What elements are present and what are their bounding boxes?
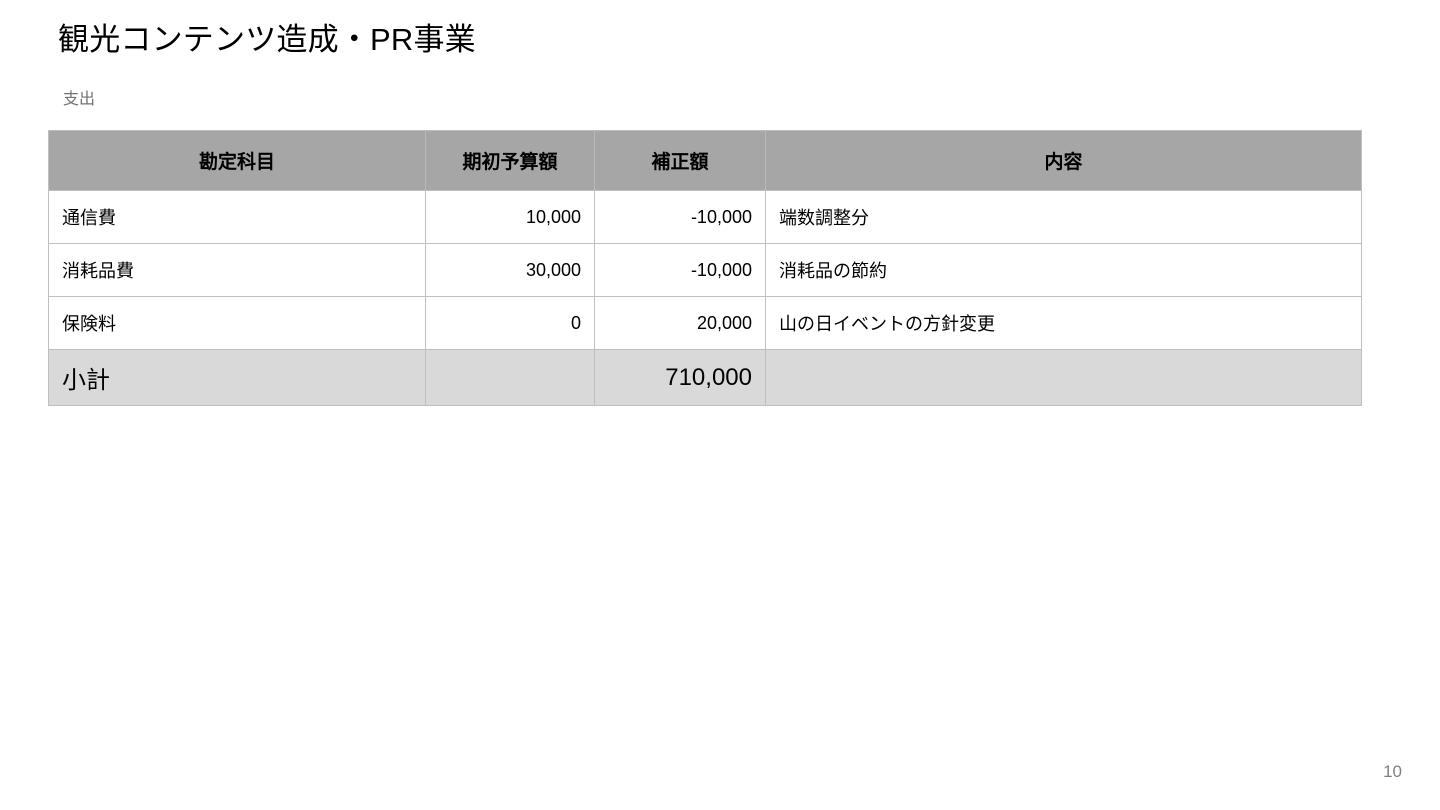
cell-content: 端数調整分 — [765, 190, 1362, 244]
page-title: 観光コンテンツ造成・PR事業 — [58, 22, 476, 57]
cell-initial-budget: 10,000 — [425, 190, 595, 244]
column-header-content: 内容 — [765, 130, 1362, 191]
table-subtotal-row: 小計 710,000 — [48, 349, 1362, 406]
table-row: 消耗品費 30,000 -10,000 消耗品の節約 — [48, 243, 1362, 297]
page-number: 10 — [1383, 762, 1402, 781]
cell-account: 通信費 — [48, 190, 426, 244]
table-row: 通信費 10,000 -10,000 端数調整分 — [48, 190, 1362, 244]
cell-subtotal-content — [765, 349, 1362, 406]
cell-subtotal-revision-amount: 710,000 — [594, 349, 766, 406]
column-header-initial-budget: 期初予算額 — [425, 130, 595, 191]
cell-revision-amount: -10,000 — [594, 243, 766, 297]
table-header: 勘定科目 期初予算額 補正額 内容 — [48, 130, 1362, 191]
cell-subtotal-label: 小計 — [48, 349, 426, 406]
cell-content: 山の日イベントの方針変更 — [765, 296, 1362, 350]
section-subtitle: 支出 — [63, 91, 96, 108]
cell-initial-budget: 30,000 — [425, 243, 595, 297]
table-row: 保険料 0 20,000 山の日イベントの方針変更 — [48, 296, 1362, 350]
budget-table-container: 勘定科目 期初予算額 補正額 内容 通信費 10,000 -10,000 端数調… — [48, 130, 1362, 406]
cell-content: 消耗品の節約 — [765, 243, 1362, 297]
cell-revision-amount: 20,000 — [594, 296, 766, 350]
table-header-row: 勘定科目 期初予算額 補正額 内容 — [48, 130, 1362, 191]
cell-revision-amount: -10,000 — [594, 190, 766, 244]
table-body: 通信費 10,000 -10,000 端数調整分 消耗品費 30,000 -10… — [48, 190, 1362, 406]
cell-subtotal-initial-budget — [425, 349, 595, 406]
column-header-revision-amount: 補正額 — [594, 130, 766, 191]
cell-account: 消耗品費 — [48, 243, 426, 297]
column-header-account: 勘定科目 — [48, 130, 426, 191]
cell-initial-budget: 0 — [425, 296, 595, 350]
cell-account: 保険料 — [48, 296, 426, 350]
budget-table: 勘定科目 期初予算額 補正額 内容 通信費 10,000 -10,000 端数調… — [48, 130, 1362, 406]
